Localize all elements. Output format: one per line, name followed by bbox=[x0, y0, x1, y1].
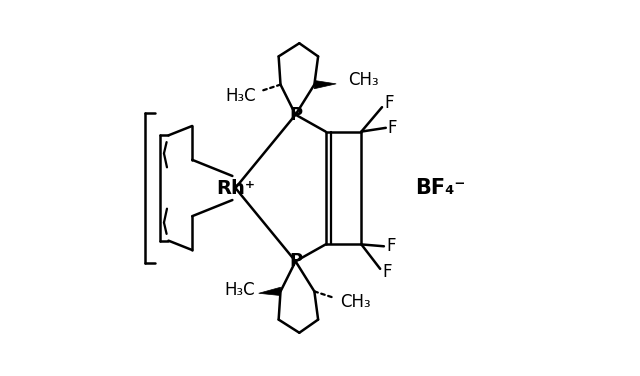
Text: F: F bbox=[384, 94, 394, 112]
Polygon shape bbox=[259, 287, 280, 296]
Text: P: P bbox=[289, 106, 302, 124]
Text: BF₄⁻: BF₄⁻ bbox=[415, 178, 465, 198]
Text: CH₃: CH₃ bbox=[340, 293, 371, 311]
Text: P: P bbox=[289, 252, 302, 270]
Text: F: F bbox=[382, 263, 392, 281]
Text: H₃C: H₃C bbox=[225, 87, 256, 105]
Text: Rh⁺: Rh⁺ bbox=[216, 179, 255, 197]
Polygon shape bbox=[314, 80, 336, 89]
Text: CH₃: CH₃ bbox=[349, 71, 380, 89]
Text: F: F bbox=[388, 119, 397, 137]
Text: F: F bbox=[386, 237, 396, 255]
Text: H₃C: H₃C bbox=[225, 280, 255, 299]
